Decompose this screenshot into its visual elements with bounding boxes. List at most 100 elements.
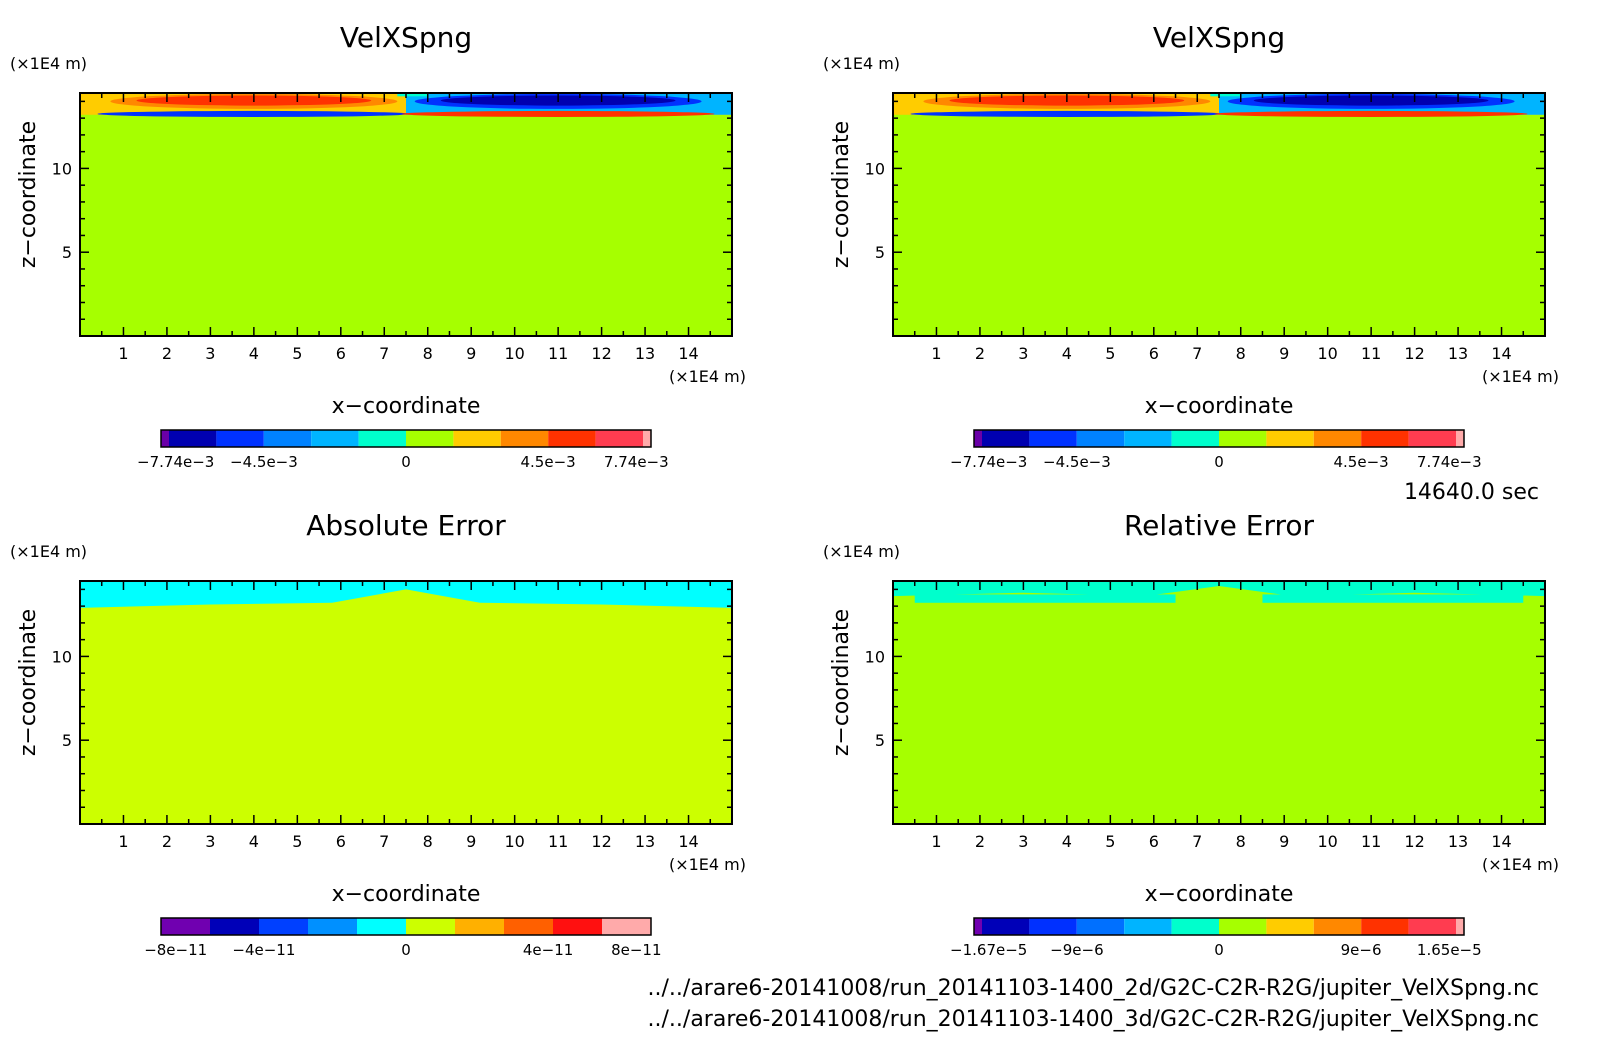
x-tick-label: 11: [548, 832, 568, 851]
colorbar-swatch: [504, 918, 553, 935]
colorbar-label: −4e−11: [232, 941, 295, 959]
x-tick-label: 6: [336, 832, 346, 851]
colorbar-label: 9e−6: [1341, 941, 1382, 959]
x-tick-label: 5: [1105, 832, 1115, 851]
x-tick-label: 3: [1018, 344, 1028, 363]
contour-band: [914, 594, 1176, 603]
x-tick-label: 13: [635, 832, 655, 851]
colorbar-swatch: [1171, 430, 1219, 447]
x-tick-label: 13: [635, 344, 655, 363]
colorbar-label: 1.65e−5: [1417, 941, 1482, 959]
x-tick-label: 8: [1236, 344, 1246, 363]
colorbar-label: 0: [401, 941, 411, 959]
x-tick-label: 2: [162, 832, 172, 851]
x-tick-label: 7: [1192, 832, 1202, 851]
colorbar-frame: [160, 917, 652, 936]
contour-blob: [401, 110, 715, 117]
y-unit-label: (×1E4 m): [10, 542, 87, 561]
y-tick-label: 5: [875, 243, 885, 262]
contour-band: [397, 93, 428, 97]
colorbar-swatch: [357, 918, 406, 935]
contour-field: [80, 581, 732, 824]
x-tick-label: 6: [336, 344, 346, 363]
colorbar-swatch: [161, 918, 210, 935]
colorbar-frame: [160, 429, 652, 448]
x-tick-label: 12: [1404, 832, 1424, 851]
x-axis-label: x−coordinate: [332, 394, 481, 419]
x-tick-label: 4: [249, 832, 259, 851]
colorbar-swatch: [406, 430, 454, 447]
x-tick-label: 10: [1317, 832, 1337, 851]
colorbar-swatch: [595, 430, 643, 447]
contour-region: [80, 581, 732, 608]
colorbar-swatch: [1076, 430, 1125, 447]
colorbar-swatch: [1313, 918, 1362, 935]
x-tick-label: 6: [1149, 832, 1159, 851]
colorbar-swatch: [1456, 430, 1464, 447]
colorbar-swatch: [602, 918, 651, 935]
colorbar-label: −1.67e−5: [950, 941, 1027, 959]
colorbar-swatch: [1361, 430, 1409, 447]
y-unit-label: (×1E4 m): [823, 54, 900, 73]
colorbar-label: 4e−11: [523, 941, 573, 959]
y-axis-label: z−coordinate: [16, 121, 41, 268]
colorbar-swatch: [1361, 918, 1409, 935]
colorbar-swatch: [1219, 430, 1267, 447]
colorbar-swatch: [311, 430, 359, 447]
contour-blob: [910, 110, 1224, 117]
x-tick-label: 10: [504, 344, 524, 363]
colorbar-label: −4.5e−3: [230, 453, 298, 471]
colorbar-swatch: [1029, 430, 1077, 447]
colorbar-swatch: [1456, 918, 1464, 935]
colorbar-swatch: [216, 430, 264, 447]
y-unit-label: (×1E4 m): [10, 54, 87, 73]
x-tick-label: 10: [504, 832, 524, 851]
x-tick-label: 11: [1361, 344, 1381, 363]
x-tick-label: 4: [1062, 832, 1072, 851]
panel-title: VelXSpng: [1153, 21, 1285, 54]
colorbar-swatch: [210, 918, 259, 935]
x-tick-label: 8: [423, 344, 433, 363]
field-background: [80, 581, 732, 824]
x-tick-label: 8: [1236, 832, 1246, 851]
colorbar-swatch: [1408, 430, 1456, 447]
panel-title: Relative Error: [1124, 509, 1315, 542]
colorbar-label: 8e−11: [611, 941, 661, 959]
x-tick-label: 2: [975, 344, 985, 363]
colorbar-label: −9e−6: [1050, 941, 1103, 959]
x-axis-label: x−coordinate: [1145, 394, 1294, 419]
x-tick-label: 1: [931, 832, 941, 851]
contour-field: [80, 93, 732, 336]
colorbar-swatch: [406, 918, 455, 935]
x-unit-label: (×1E4 m): [1482, 367, 1559, 386]
colorbar-frame: [973, 917, 1465, 936]
panel-4: Relative Error(×1E4 m)(×1E4 m)1 2 3 4 5 6 7 8 9 1…: [823, 509, 1559, 959]
x-tick-label: 12: [591, 832, 611, 851]
x-tick-label: 9: [1279, 832, 1289, 851]
x-tick-label: 6: [1149, 344, 1159, 363]
x-tick-label: 14: [1491, 344, 1511, 363]
colorbar-swatch: [263, 430, 312, 447]
x-tick-label: 11: [548, 344, 568, 363]
field-background: [80, 93, 732, 336]
y-axis-label: z−coordinate: [829, 121, 854, 268]
contour-band: [1262, 594, 1524, 603]
colorbar-swatch: [1171, 918, 1219, 935]
colorbar-label: 4.5e−3: [520, 453, 575, 471]
x-tick-label: 4: [249, 344, 259, 363]
x-tick-label: 1: [118, 832, 128, 851]
x-tick-label: 2: [975, 832, 985, 851]
x-tick-label: 3: [1018, 832, 1028, 851]
colorbar-swatch: [1076, 918, 1125, 935]
colorbar-swatch: [1124, 430, 1172, 447]
contour-band: [1210, 93, 1241, 97]
x-tick-label: 3: [205, 344, 215, 363]
colorbar-label: 0: [1214, 453, 1224, 471]
colorbar-swatch: [1266, 918, 1314, 935]
x-tick-label: 7: [379, 832, 389, 851]
colorbar-swatch: [1408, 918, 1456, 935]
y-tick-label: 5: [62, 243, 72, 262]
colorbar-label: −8e−11: [144, 941, 207, 959]
colorbar-swatch: [455, 918, 504, 935]
x-tick-label: 9: [466, 832, 476, 851]
